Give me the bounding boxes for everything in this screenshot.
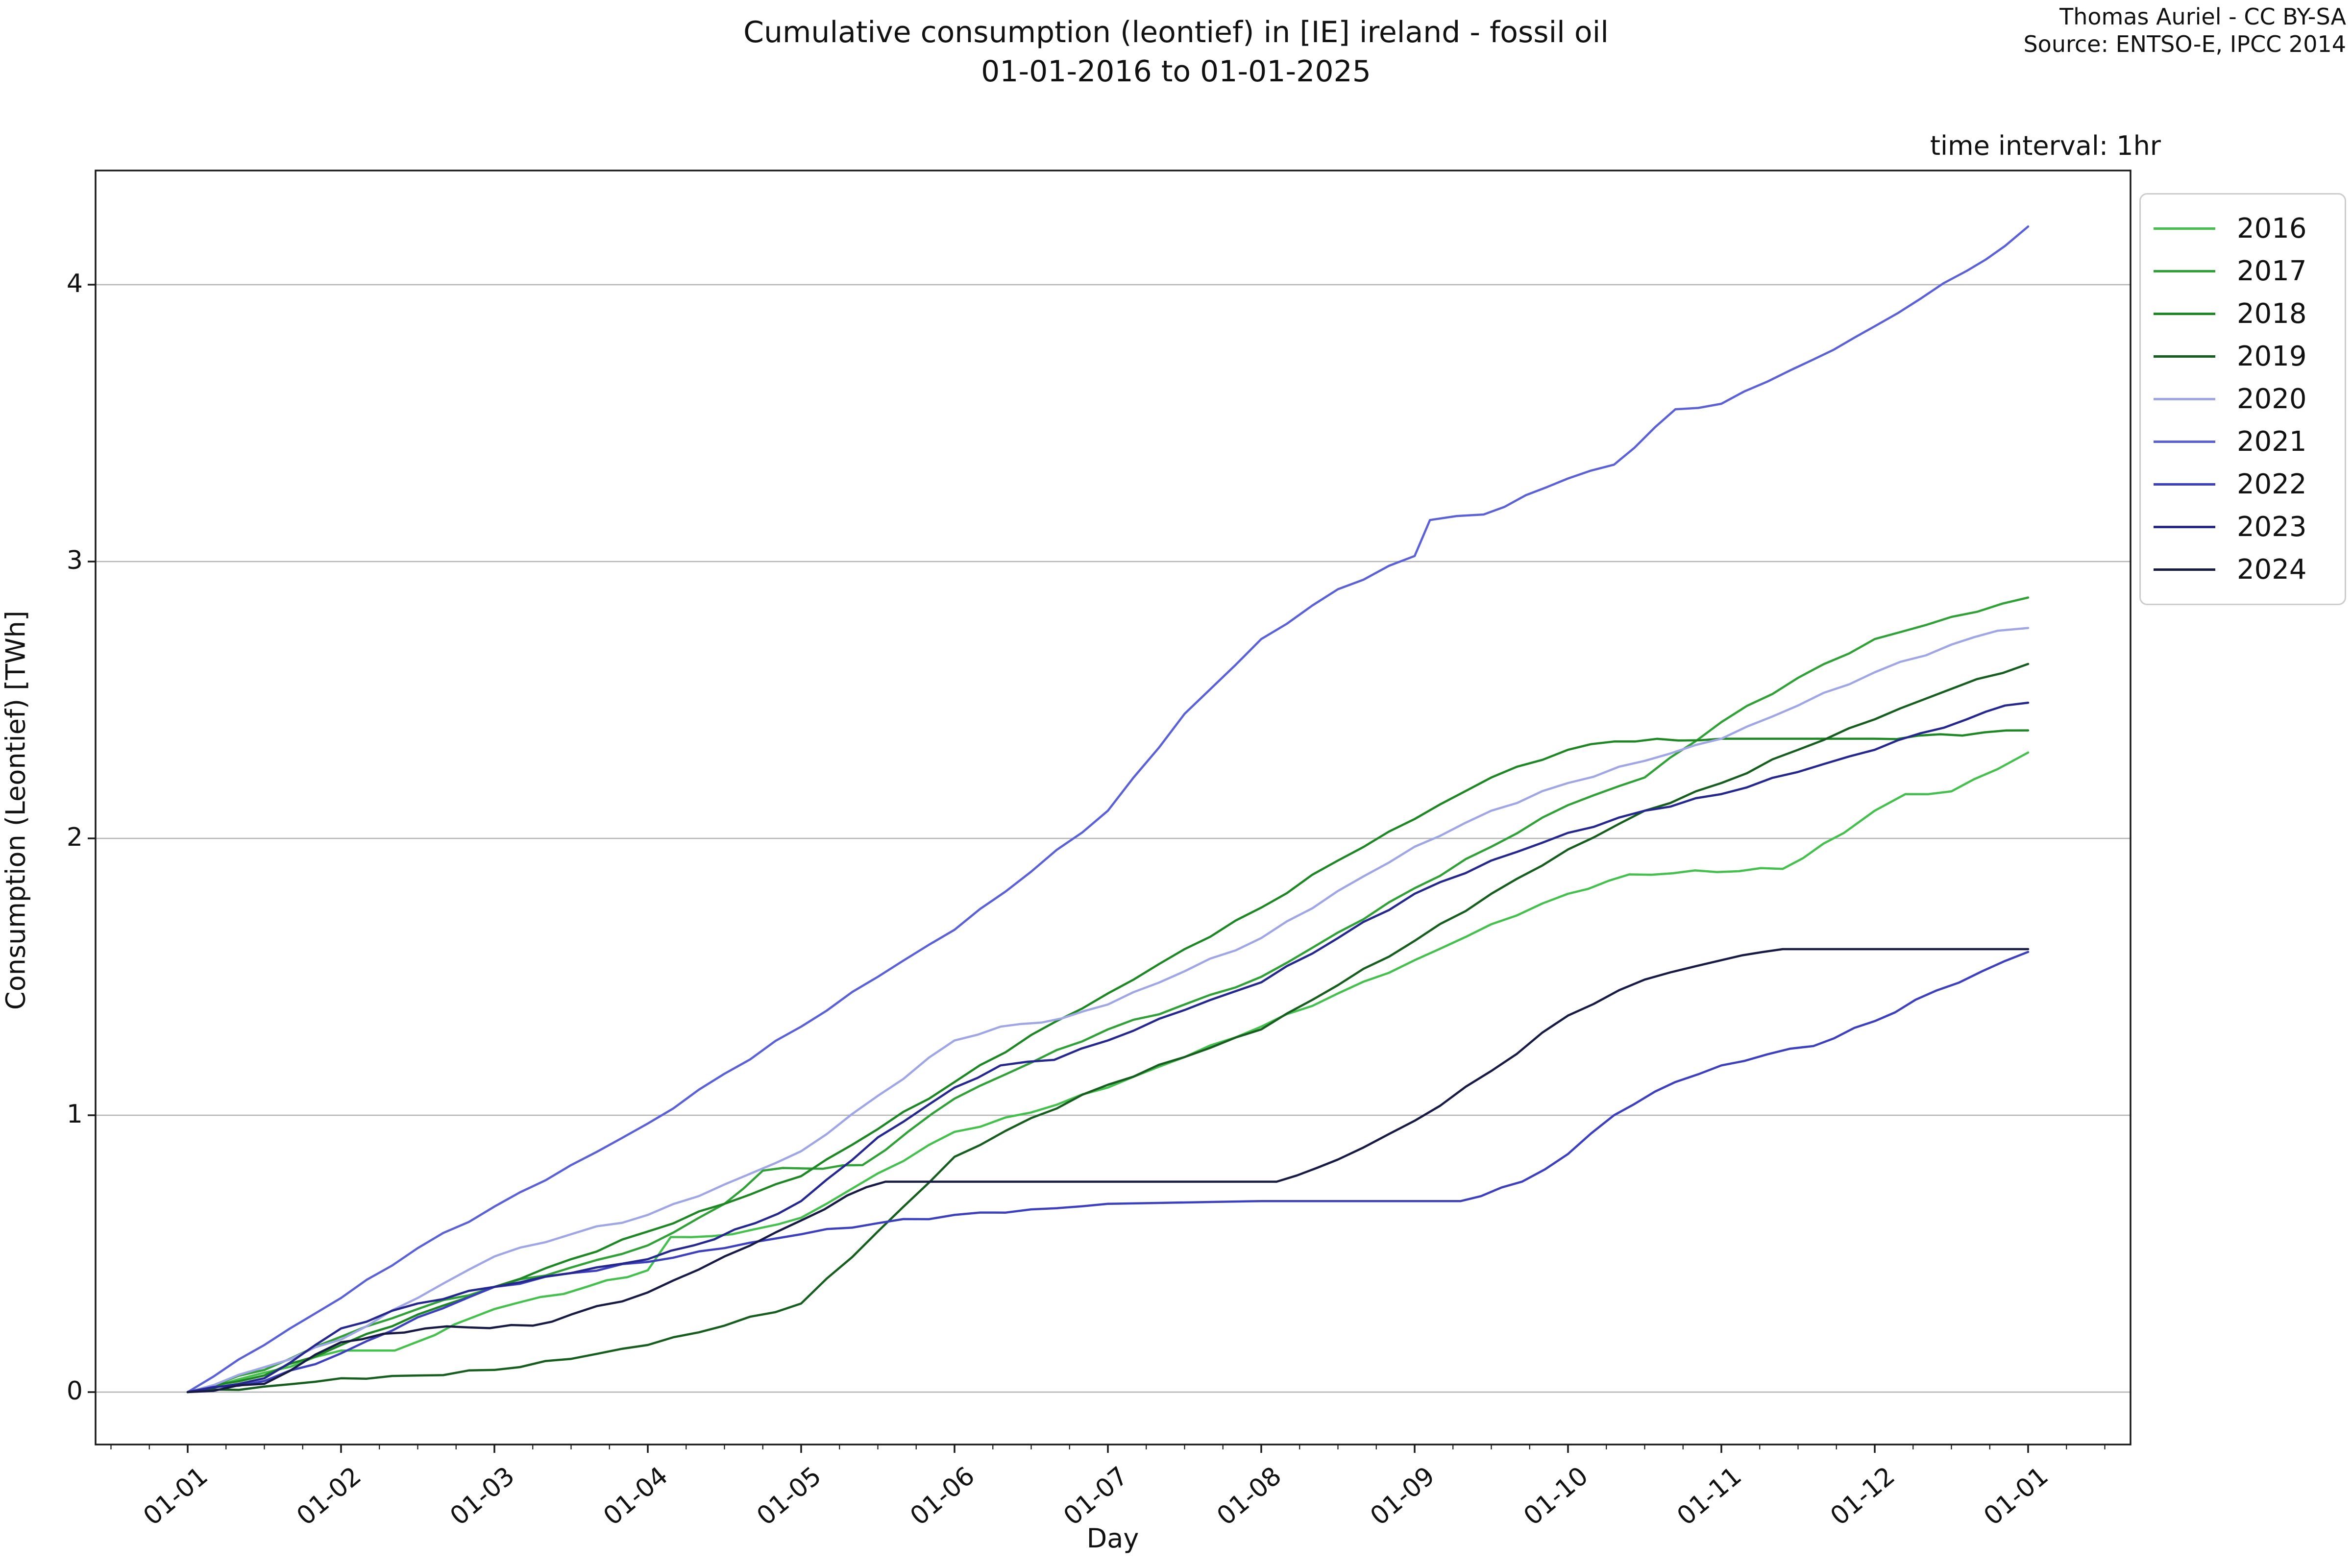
legend-item-2024: 2024 — [2154, 548, 2345, 591]
legend-item-2022: 2022 — [2154, 463, 2345, 506]
legend-swatch-2020 — [2154, 398, 2215, 400]
axes-spines — [95, 170, 2132, 1446]
y-tick-label-0: 0 — [66, 1376, 83, 1406]
series-line-2023 — [186, 701, 2030, 1394]
chart-title-line1: Cumulative consumption (leontief) in [IE… — [743, 15, 1609, 49]
attribution-author: Thomas Auriel - CC BY-SA — [2059, 3, 2346, 30]
y-tick-label-3: 3 — [66, 546, 83, 575]
series-line-2020 — [186, 627, 2030, 1394]
series-line-2022 — [186, 951, 2030, 1394]
legend-item-2018: 2018 — [2154, 293, 2345, 335]
legend-swatch-2018 — [2154, 313, 2215, 315]
chart-title-line2: 01-01-2016 to 01-01-2025 — [981, 54, 1371, 89]
legend-swatch-2017 — [2154, 270, 2215, 272]
x-axis-label: Day — [1086, 1523, 1139, 1554]
attribution: Thomas Auriel - CC BY-SA Source: ENTSO-E… — [2023, 3, 2346, 58]
legend-item-2023: 2023 — [2154, 506, 2345, 548]
legend-swatch-2021 — [2154, 441, 2215, 443]
legend-swatch-2023 — [2154, 526, 2215, 528]
legend-label-2019: 2019 — [2237, 341, 2307, 372]
legend-label-2017: 2017 — [2237, 255, 2307, 287]
legend: 2016 2017 2018 2019 2020 2021 2022 2023 2024 — [2139, 193, 2346, 605]
time-interval-note: time interval: 1hr — [1930, 130, 2161, 161]
legend-item-2021: 2021 — [2154, 420, 2345, 463]
y-tick-label-4: 4 — [66, 269, 83, 298]
legend-label-2022: 2022 — [2237, 468, 2307, 500]
legend-label-2020: 2020 — [2237, 383, 2307, 415]
legend-item-2020: 2020 — [2154, 378, 2345, 420]
series-line-2016 — [186, 751, 2030, 1394]
chart-title: Cumulative consumption (leontief) in [IE… — [0, 13, 2352, 91]
legend-swatch-2019 — [2154, 355, 2215, 358]
attribution-source: Source: ENTSO-E, IPCC 2014 — [2023, 31, 2346, 57]
legend-swatch-2022 — [2154, 483, 2215, 486]
legend-label-2018: 2018 — [2237, 298, 2307, 330]
legend-item-2017: 2017 — [2154, 250, 2345, 293]
series-line-2018 — [186, 729, 2030, 1394]
series-line-2021 — [186, 225, 2030, 1394]
legend-label-2023: 2023 — [2237, 511, 2307, 543]
legend-label-2021: 2021 — [2237, 426, 2307, 458]
y-tick-label-1: 1 — [66, 1100, 83, 1129]
legend-swatch-2016 — [2154, 227, 2215, 230]
legend-swatch-2024 — [2154, 568, 2215, 571]
y-tick-label-2: 2 — [66, 823, 83, 852]
legend-item-2019: 2019 — [2154, 335, 2345, 378]
legend-label-2024: 2024 — [2237, 554, 2307, 586]
series-line-2019 — [186, 662, 2030, 1394]
legend-item-2016: 2016 — [2154, 207, 2345, 250]
legend-label-2016: 2016 — [2237, 213, 2307, 245]
y-axis-label: Consumption (Leontief) [TWh] — [0, 611, 31, 1010]
series-line-2024 — [186, 948, 2030, 1394]
